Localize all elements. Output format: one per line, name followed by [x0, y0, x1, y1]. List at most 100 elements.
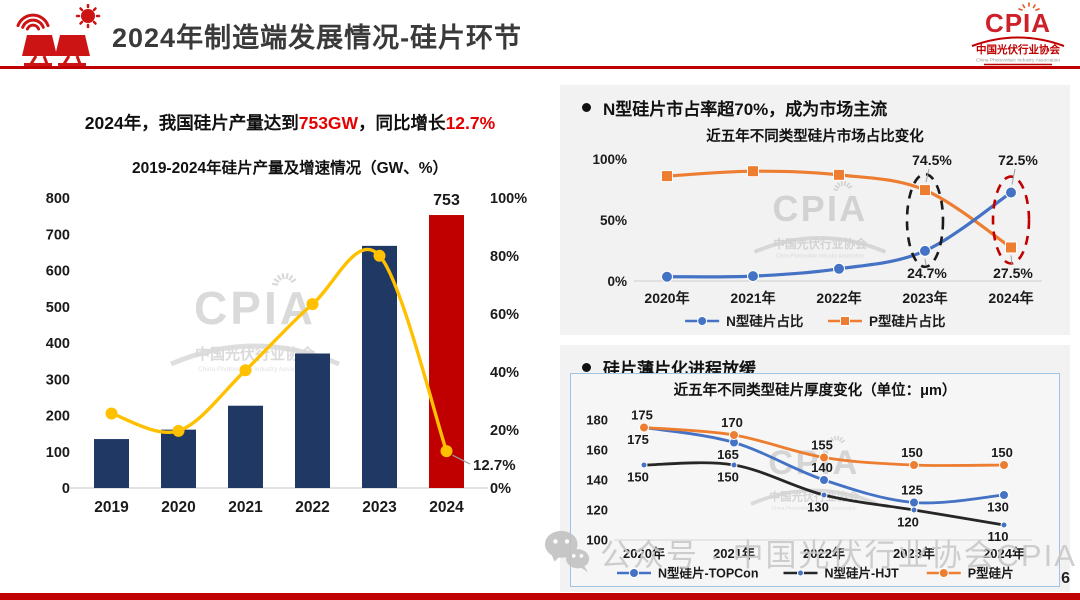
market-share-heading: N型硅片市占率超70%，成为市场主流: [582, 95, 887, 120]
headline-text2: ，同比增长: [358, 113, 446, 133]
headline: 2024年，我国硅片产量达到753GW，同比增长12.7%: [30, 110, 550, 135]
svg-text:500: 500: [46, 300, 70, 316]
highlight-ellipse: [991, 175, 1031, 265]
cpia-logo-en: China Photovoltaic Industry Association: [976, 58, 1060, 64]
bullet-icon: [582, 103, 591, 112]
thickness-panel: 硅片薄片化进程放缓 近五年不同类型硅片厚度变化（单位：μm） 100 120 140…: [560, 345, 1070, 592]
svg-text:200: 200: [46, 409, 70, 425]
headline-text: 2024年，我国硅片产量达到: [84, 113, 299, 133]
svg-text:P型硅片占比: P型硅片占比: [869, 313, 946, 329]
svg-text:300: 300: [46, 372, 70, 388]
svg-text:110: 110: [988, 529, 1009, 544]
market-share-heading-text: N型硅片市占率超70%，成为市场主流: [603, 100, 888, 119]
svg-text:150: 150: [627, 470, 649, 485]
cpia-logo-text: CPIA: [985, 8, 1051, 38]
svg-text:120: 120: [586, 503, 608, 518]
svg-text:0%: 0%: [490, 481, 511, 497]
svg-text:2019: 2019: [94, 499, 129, 516]
bar-2021: [228, 405, 263, 488]
svg-text:中国光伏行业协会: 中国光伏行业协会: [769, 489, 860, 503]
svg-text:2020: 2020: [161, 499, 195, 516]
svg-text:24.7%: 24.7%: [907, 265, 947, 281]
cpia-watermark: CPIA 中国光伏行业协会 China Photovoltaic Industry …: [170, 273, 340, 373]
production-chart-title: 2019-2024年硅片产量及增速情况（GW、%）: [131, 160, 449, 177]
svg-text:155: 155: [811, 438, 833, 453]
svg-text:N型硅片-TOPCon: N型硅片-TOPCon: [658, 566, 758, 581]
footer-bar: [0, 593, 1080, 600]
svg-text:140: 140: [811, 460, 833, 475]
svg-text:60%: 60%: [490, 307, 519, 323]
svg-text:P型硅片: P型硅片: [968, 566, 1014, 581]
svg-text:2024: 2024: [429, 499, 464, 516]
svg-text:120: 120: [897, 515, 919, 530]
market-share-chart: 0% 50% 100% CPIA 中国光伏行业协会 China Photovoltaic …: [592, 152, 1042, 329]
svg-text:CPIA: CPIA: [194, 282, 316, 334]
svg-text:170: 170: [721, 415, 743, 430]
cpia-logo: CPIA 中国光伏行业协会 China Photovoltaic Industr…: [962, 2, 1074, 66]
solar-panel-icon: [14, 4, 106, 70]
svg-text:中国光伏行业协会: 中国光伏行业协会: [773, 237, 867, 251]
svg-text:130: 130: [987, 500, 1009, 515]
svg-text:2024年: 2024年: [983, 546, 1025, 561]
svg-text:130: 130: [807, 500, 829, 515]
svg-text:150: 150: [901, 445, 923, 460]
svg-text:400: 400: [46, 336, 70, 352]
svg-text:175: 175: [631, 408, 653, 423]
bar-2020: [161, 429, 196, 488]
page-number: 6: [1061, 570, 1070, 587]
svg-text:2021年: 2021年: [730, 290, 775, 306]
bar-2019: [94, 439, 129, 488]
thickness-chart-box: 近五年不同类型硅片厚度变化（单位：μm） 100 120 140 160 180 CPIA…: [570, 373, 1060, 587]
thickness-chart-title: 近五年不同类型硅片厚度变化（单位：μm）: [673, 383, 957, 399]
svg-text:74.5%: 74.5%: [912, 152, 952, 168]
svg-text:40%: 40%: [490, 365, 519, 381]
headline-value: 753GW: [298, 113, 359, 133]
market-share-panel: N型硅片市占率超70%，成为市场主流 近五年不同类型硅片市场占比变化 0% 50%…: [560, 85, 1070, 335]
svg-text:0: 0: [62, 481, 70, 497]
svg-text:20%: 20%: [490, 423, 519, 439]
cpia-logo-cn: 中国光伏行业协会: [976, 43, 1060, 56]
svg-text:2022年: 2022年: [816, 290, 861, 306]
svg-text:2023: 2023: [362, 499, 397, 516]
page-title: 2024年制造端发展情况-硅片环节: [112, 23, 523, 53]
svg-text:100: 100: [46, 445, 70, 461]
svg-text:80%: 80%: [490, 249, 519, 265]
bar-2022: [295, 353, 330, 488]
svg-text:CPIA: CPIA: [772, 189, 867, 229]
bullet-icon: [582, 363, 591, 372]
svg-text:150: 150: [991, 445, 1013, 460]
svg-text:China Photovoltaic Industry As: China Photovoltaic Industry Association: [198, 366, 312, 373]
svg-text:2020年: 2020年: [644, 290, 689, 306]
highlight-ellipse: [905, 172, 945, 269]
svg-text:100%: 100%: [490, 191, 527, 207]
headline-growth: 12.7%: [445, 113, 496, 133]
svg-text:中国光伏行业协会: 中国光伏行业协会: [195, 345, 315, 363]
svg-text:China Photovoltaic Industry As: China Photovoltaic Industry Association: [776, 253, 865, 259]
svg-text:100%: 100%: [592, 152, 627, 167]
svg-text:175: 175: [627, 432, 649, 447]
svg-text:N型硅片-HJT: N型硅片-HJT: [825, 566, 900, 581]
svg-text:800: 800: [46, 191, 70, 207]
svg-text:2020年: 2020年: [623, 546, 665, 561]
cpia-watermark: CPIA 中国光伏行业协会 China Photovoltaic Industry …: [753, 181, 887, 259]
svg-text:0%: 0%: [607, 274, 627, 289]
svg-text:2023年: 2023年: [893, 546, 935, 561]
svg-text:50%: 50%: [600, 213, 627, 228]
svg-text:2022: 2022: [295, 499, 329, 516]
bar-2023: [362, 245, 397, 488]
svg-text:China Photovoltaic Industry As: China Photovoltaic Industry Association: [771, 505, 856, 511]
svg-text:150: 150: [717, 470, 739, 485]
svg-text:700: 700: [46, 227, 70, 243]
svg-text:165: 165: [717, 447, 739, 462]
svg-text:2024年: 2024年: [988, 290, 1033, 306]
svg-text:100: 100: [586, 533, 608, 548]
svg-text:2023年: 2023年: [902, 290, 947, 306]
header-divider: [0, 66, 1080, 69]
svg-text:2022年: 2022年: [803, 546, 845, 561]
market-share-chart-title: 近五年不同类型硅片市场占比变化: [706, 129, 924, 145]
svg-text:2021: 2021: [228, 499, 263, 516]
production-chart: 0 100 200 300 400 500 600 700 800 0% 20% 40% 60% 80% 1…: [46, 191, 527, 516]
svg-text:140: 140: [586, 473, 608, 488]
